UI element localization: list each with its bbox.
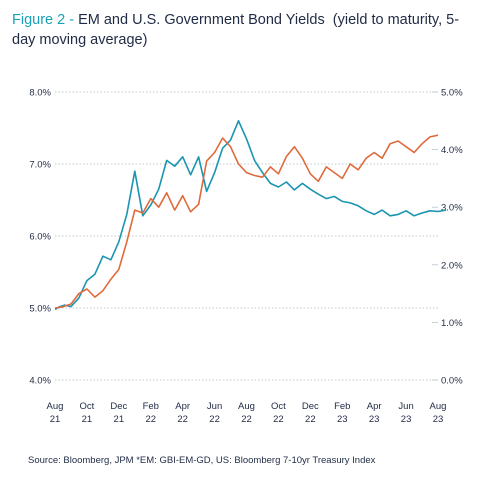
left-axis-ticks: 4.0% 5.0% 6.0% 7.0% 8.0%	[29, 88, 51, 387]
series-lines	[54, 120, 447, 311]
x-axis-tick-year: 22	[145, 414, 156, 425]
right-axis-tick-label: 3.0%	[441, 203, 463, 214]
right-axis-ticks: 0.0% 1.0% 2.0% 3.0% 4.0% 5.0%	[432, 88, 463, 387]
x-axis-tick-year: 22	[241, 414, 252, 425]
right-axis-tick-label: 2.0%	[441, 260, 463, 271]
x-axis-tick-year: 23	[433, 414, 444, 425]
x-axis-tick-year: 22	[273, 414, 284, 425]
x-axis-tick-year: 21	[82, 414, 93, 425]
source-note: Source: Bloomberg, JPM *EM: GBI-EM-GD, U…	[28, 455, 376, 466]
x-axis-tick-month: Aug	[238, 401, 255, 412]
figure-label: Figure 2 -	[12, 12, 75, 28]
x-axis-tick-month: Dec	[302, 401, 319, 412]
right-axis-tick-label: 0.0%	[441, 376, 463, 387]
em-yield-line	[54, 120, 447, 311]
right-axis-tick-label: 1.0%	[441, 318, 463, 329]
x-axis-tick-year: 22	[305, 414, 316, 425]
x-axis-tick-month: Apr	[175, 401, 190, 412]
x-axis-tick-month: Jun	[398, 401, 413, 412]
x-axis-tick-month: Feb	[334, 401, 350, 412]
x-axis-tick-month: Feb	[143, 401, 159, 412]
left-axis-tick-label: 4.0%	[29, 376, 51, 387]
x-axis-tick-year: 21	[50, 414, 61, 425]
x-axis-tick-year: 21	[114, 414, 125, 425]
right-axis-tick-label: 4.0%	[441, 145, 463, 156]
x-axis-tick-month: Jun	[207, 401, 222, 412]
subtitle-text: (yield to maturity, 5-day moving average…	[12, 12, 460, 48]
title-text: EM and U.S. Government Bond Yields	[78, 12, 325, 28]
left-axis-tick-label: 8.0%	[29, 88, 51, 99]
x-axis-tick-month: Aug	[430, 401, 447, 412]
chart-title: Figure 2 - EM and U.S. Government Bond Y…	[12, 10, 472, 50]
right-axis-tick-label: 5.0%	[441, 88, 463, 99]
x-axis-tick-month: Apr	[367, 401, 382, 412]
x-axis-tick-year: 23	[337, 414, 348, 425]
x-axis-ticks: Aug 21 Oct 21 Dec 21 Feb 22 Apr 22 Jun 22 Aug 22 Oct 22…	[47, 401, 447, 425]
us-yield-line	[54, 134, 439, 309]
x-axis-tick-year: 22	[177, 414, 188, 425]
x-axis-tick-month: Oct	[80, 401, 95, 412]
x-axis-tick-year: 23	[401, 414, 412, 425]
x-axis-tick-month: Oct	[271, 401, 286, 412]
left-axis-tick-label: 5.0%	[29, 304, 51, 315]
x-axis-tick-month: Aug	[47, 401, 64, 412]
x-axis-tick-year: 23	[369, 414, 380, 425]
left-axis-tick-label: 6.0%	[29, 232, 51, 243]
gridlines	[55, 91, 438, 381]
x-axis-tick-year: 22	[209, 414, 220, 425]
left-axis-tick-label: 7.0%	[29, 160, 51, 171]
x-axis-tick-month: Dec	[110, 401, 127, 412]
